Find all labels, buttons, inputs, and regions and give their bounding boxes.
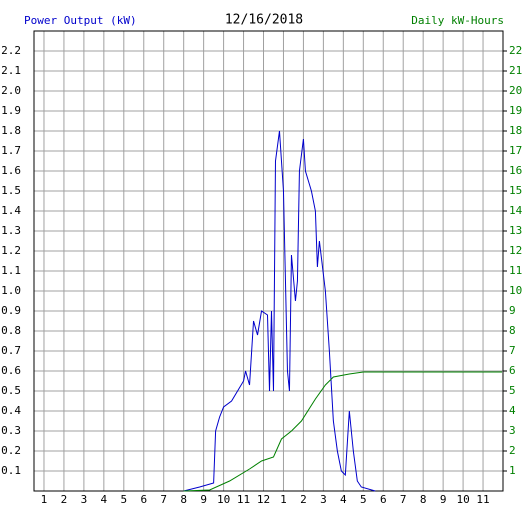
x-tick-label: 9 bbox=[200, 493, 207, 506]
x-tick-label: 5 bbox=[360, 493, 367, 506]
y-tick-label: 1.9 bbox=[1, 104, 21, 117]
x-tick-label: 3 bbox=[81, 493, 88, 506]
y-tick-label: 1.4 bbox=[1, 204, 21, 217]
x-tick-label: 7 bbox=[160, 493, 167, 506]
x-tick-label: 1 bbox=[41, 493, 48, 506]
y2-tick-label: 3 bbox=[509, 424, 516, 437]
y-tick-label: 1.2 bbox=[1, 244, 21, 257]
y-tick-label: 0.6 bbox=[1, 364, 21, 377]
y-tick-label: 0.8 bbox=[1, 324, 21, 337]
y2-tick-label: 11 bbox=[509, 264, 522, 277]
y-tick-label: 1.0 bbox=[1, 284, 21, 297]
y-tick-label: 0.9 bbox=[1, 304, 21, 317]
x-tick-label: 7 bbox=[400, 493, 407, 506]
y2-tick-label: 9 bbox=[509, 304, 516, 317]
y2-tick-label: 1 bbox=[509, 464, 516, 477]
x-tick-label: 10 bbox=[456, 493, 469, 506]
x-tick-label: 3 bbox=[320, 493, 327, 506]
y2-tick-label: 12 bbox=[509, 244, 522, 257]
y-tick-label: 1.1 bbox=[1, 264, 21, 277]
data-line bbox=[183, 130, 376, 492]
y-tick-label: 2.0 bbox=[1, 84, 21, 97]
x-tick-label: 12 bbox=[257, 493, 270, 506]
y2-tick-label: 20 bbox=[509, 84, 522, 97]
y2-tick-label: 17 bbox=[509, 144, 522, 157]
y2-tick-label: 18 bbox=[509, 124, 522, 137]
y-tick-label: 0.5 bbox=[1, 384, 21, 397]
x-tick-label: 8 bbox=[420, 493, 427, 506]
y-tick-label: 2.1 bbox=[1, 64, 21, 77]
y2-tick-label: 7 bbox=[509, 344, 516, 357]
y-tick-label: 1.5 bbox=[1, 184, 21, 197]
y-tick-label: 0.2 bbox=[1, 444, 21, 457]
y2-tick-label: 5 bbox=[509, 384, 516, 397]
y2-tick-label: 13 bbox=[509, 224, 522, 237]
y-tick-label: 1.6 bbox=[1, 164, 21, 177]
y2-tick-label: 21 bbox=[509, 64, 522, 77]
x-tick-label: 4 bbox=[340, 493, 347, 506]
y2-tick-label: 6 bbox=[509, 364, 516, 377]
y-axis-label: Power Output (kW) bbox=[24, 14, 137, 27]
y2-tick-label: 4 bbox=[509, 404, 516, 417]
y2-tick-label: 22 bbox=[509, 44, 522, 57]
y-tick-label: 0.1 bbox=[1, 464, 21, 477]
x-tick-label: 2 bbox=[300, 493, 307, 506]
y-tick-label: 1.8 bbox=[1, 124, 21, 137]
y2-tick-label: 2 bbox=[509, 444, 516, 457]
x-tick-label: 2 bbox=[61, 493, 68, 506]
y2-tick-label: 15 bbox=[509, 184, 522, 197]
y-tick-label: 1.3 bbox=[1, 224, 21, 237]
x-tick-label: 5 bbox=[120, 493, 127, 506]
data-line bbox=[183, 371, 503, 492]
y2-tick-label: 19 bbox=[509, 104, 522, 117]
x-tick-label: 6 bbox=[140, 493, 147, 506]
x-tick-label: 10 bbox=[217, 493, 230, 506]
x-tick-label: 8 bbox=[180, 493, 187, 506]
y2-axis-label: Daily kW-Hours bbox=[411, 14, 504, 27]
y-tick-label: 0.7 bbox=[1, 344, 21, 357]
y2-tick-label: 10 bbox=[509, 284, 522, 297]
y-tick-label: 1.7 bbox=[1, 144, 21, 157]
x-tick-label: 4 bbox=[101, 493, 108, 506]
y2-tick-label: 8 bbox=[509, 324, 516, 337]
y2-tick-label: 14 bbox=[509, 204, 523, 217]
plot-border bbox=[33, 30, 504, 492]
x-tick-label: 9 bbox=[440, 493, 447, 506]
y-tick-label: 2.2 bbox=[1, 44, 21, 57]
x-tick-label: 1 bbox=[280, 493, 287, 506]
x-tick-label: 6 bbox=[380, 493, 387, 506]
y-tick-label: 0.3 bbox=[1, 424, 21, 437]
y-tick-label: 0.4 bbox=[1, 404, 21, 417]
y2-tick-label: 16 bbox=[509, 164, 522, 177]
chart-title: 12/16/2018 bbox=[225, 13, 303, 28]
plot-area bbox=[34, 31, 503, 491]
x-tick-label: 11 bbox=[476, 493, 489, 506]
x-tick-label: 11 bbox=[237, 493, 250, 506]
